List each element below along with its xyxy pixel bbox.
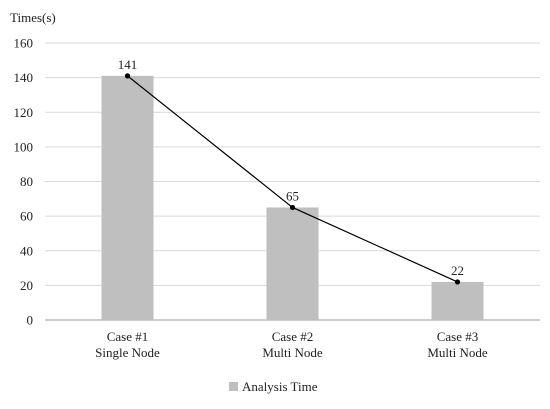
y-tick-label: 140 <box>14 70 34 85</box>
y-tick-label: 60 <box>20 209 33 224</box>
y-tick-label: 120 <box>14 105 34 120</box>
legend: Analysis Time <box>229 379 318 394</box>
data-label-2: 65 <box>286 188 299 203</box>
data-labels: 141 65 22 <box>118 57 464 278</box>
bar-3 <box>431 281 484 320</box>
y-tick-label: 80 <box>20 174 33 189</box>
x-category-label-3: Case #3 Multi Node <box>427 329 488 360</box>
trend-point-2 <box>289 204 296 211</box>
y-axis-title: Times(s) <box>10 10 56 25</box>
trend-point-3 <box>454 279 461 285</box>
x-category-label-1: Case #1 Single Node <box>95 329 160 360</box>
data-label-3: 22 <box>451 263 464 278</box>
y-tick-labels: 0 20 40 60 80 100 120 140 160 <box>14 36 34 328</box>
trend-point-1 <box>124 73 131 79</box>
x-category-label-2: Case #2 Multi Node <box>262 329 323 360</box>
bars <box>101 75 484 320</box>
y-tick-label: 0 <box>27 313 34 328</box>
y-tick-label: 100 <box>14 139 34 154</box>
legend-label-analysis-time: Analysis Time <box>242 379 318 394</box>
bar-1 <box>101 75 154 320</box>
y-tick-label: 20 <box>20 278 33 293</box>
legend-swatch <box>229 382 238 391</box>
x-category-labels: Case #1 Single Node Case #2 Multi Node Case … <box>95 329 488 360</box>
y-tick-label: 160 <box>14 36 34 51</box>
bar-2 <box>266 207 319 320</box>
y-tick-label: 40 <box>20 243 33 258</box>
trend-line-layer <box>124 73 461 285</box>
data-label-1: 141 <box>118 57 138 72</box>
